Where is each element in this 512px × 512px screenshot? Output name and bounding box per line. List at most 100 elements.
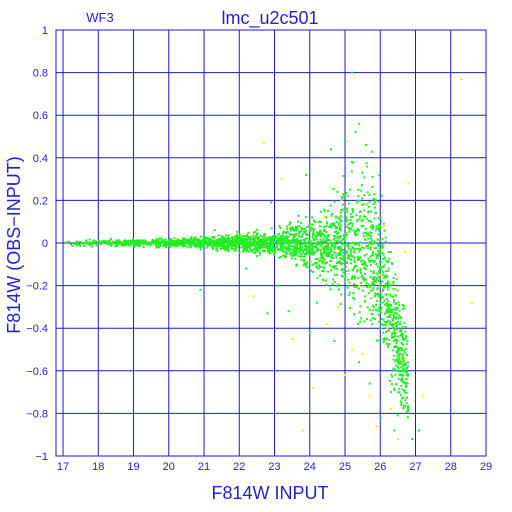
data-point-main xyxy=(284,240,287,243)
data-point-main xyxy=(365,232,368,235)
data-point-main xyxy=(374,212,377,215)
data-point-main xyxy=(395,278,398,281)
data-point-main xyxy=(378,226,381,229)
data-point-main xyxy=(302,238,305,241)
data-point-main xyxy=(294,249,297,252)
data-point-main xyxy=(386,261,389,264)
data-point-main xyxy=(400,332,403,335)
data-point-main xyxy=(317,267,320,270)
data-point-main xyxy=(359,270,362,273)
data-point-main xyxy=(306,245,309,248)
data-point-main xyxy=(349,212,352,215)
data-point-main xyxy=(365,282,368,285)
data-point-main xyxy=(328,285,331,288)
data-point-secondary xyxy=(407,182,410,185)
x-tick-label: 25 xyxy=(339,461,351,473)
data-point-main xyxy=(400,347,403,350)
data-point-main xyxy=(202,241,205,244)
data-point-main xyxy=(396,339,399,342)
data-point-main xyxy=(352,246,355,249)
data-point-main xyxy=(242,242,245,245)
data-point-main xyxy=(212,247,215,250)
data-point-main xyxy=(389,308,392,311)
data-point-main xyxy=(401,325,404,328)
data-point-main xyxy=(340,239,343,242)
data-point-main xyxy=(344,272,347,275)
data-point-main xyxy=(177,240,180,243)
chart-title: lmc_u2c501 xyxy=(221,8,318,29)
data-point-main xyxy=(348,222,351,225)
data-point-main xyxy=(319,240,322,243)
data-point-main xyxy=(306,237,309,240)
data-point-main xyxy=(379,260,382,263)
data-point-main xyxy=(333,230,336,233)
data-point-main xyxy=(360,225,363,228)
data-point-main xyxy=(301,246,304,249)
data-point-main xyxy=(356,227,359,230)
data-point-main xyxy=(338,237,341,240)
y-tick-label: −0.8 xyxy=(26,408,48,420)
data-point-main xyxy=(290,233,293,236)
data-point-main xyxy=(350,170,353,173)
data-point-main xyxy=(309,244,312,247)
data-point-main xyxy=(127,243,130,246)
data-point-main xyxy=(133,242,136,245)
data-point-main xyxy=(227,242,230,245)
data-point-main xyxy=(375,256,378,259)
data-point-main xyxy=(281,235,284,238)
data-point-main xyxy=(321,270,324,273)
x-tick-label: 28 xyxy=(445,461,457,473)
data-point-main xyxy=(233,244,236,247)
data-point-main xyxy=(378,174,381,177)
data-point-main xyxy=(224,249,227,252)
data-point-main xyxy=(387,319,390,322)
data-point-main xyxy=(297,250,300,253)
data-point-main xyxy=(343,280,346,283)
data-point-main xyxy=(373,282,376,285)
data-point-main xyxy=(393,311,396,314)
data-point-main xyxy=(326,245,329,248)
data-point-main xyxy=(125,243,128,246)
data-point-main xyxy=(346,244,349,247)
data-point-main xyxy=(320,259,323,262)
data-point-main xyxy=(247,237,250,240)
data-point-main xyxy=(236,235,239,238)
data-point-main xyxy=(336,190,339,193)
data-point-main xyxy=(403,349,406,352)
data-point-main xyxy=(386,346,389,349)
data-point-main xyxy=(339,229,342,232)
data-point-main xyxy=(173,237,176,240)
data-point-main xyxy=(155,240,158,243)
data-point-main xyxy=(118,239,121,242)
data-point-main xyxy=(92,242,95,245)
data-point-main xyxy=(352,209,355,212)
data-point-main xyxy=(281,250,284,253)
data-point-main xyxy=(286,248,289,251)
data-point-main xyxy=(289,229,292,232)
data-point-main xyxy=(401,333,404,336)
data-point-main xyxy=(407,408,410,411)
data-point-main xyxy=(365,162,368,165)
data-point-main xyxy=(405,411,408,414)
data-point-main xyxy=(246,244,249,247)
data-point-main xyxy=(264,249,267,252)
data-point-main xyxy=(233,249,236,252)
data-point-main xyxy=(183,240,186,243)
data-point-main xyxy=(339,262,342,265)
data-point-main xyxy=(342,195,345,198)
data-point-main xyxy=(325,250,328,253)
data-point-main xyxy=(364,238,367,241)
data-point-main xyxy=(110,244,113,247)
data-point-main xyxy=(338,248,341,251)
data-point-main xyxy=(197,243,200,246)
data-point-main xyxy=(345,225,348,228)
data-point-outlier xyxy=(418,429,421,432)
data-point-main xyxy=(386,280,389,283)
data-point-main xyxy=(314,258,317,261)
data-points xyxy=(64,71,473,440)
data-point-main xyxy=(354,277,357,280)
data-point-main xyxy=(314,235,317,238)
data-point-main xyxy=(339,226,342,229)
data-point-main xyxy=(353,285,356,288)
data-point-main xyxy=(249,239,252,242)
